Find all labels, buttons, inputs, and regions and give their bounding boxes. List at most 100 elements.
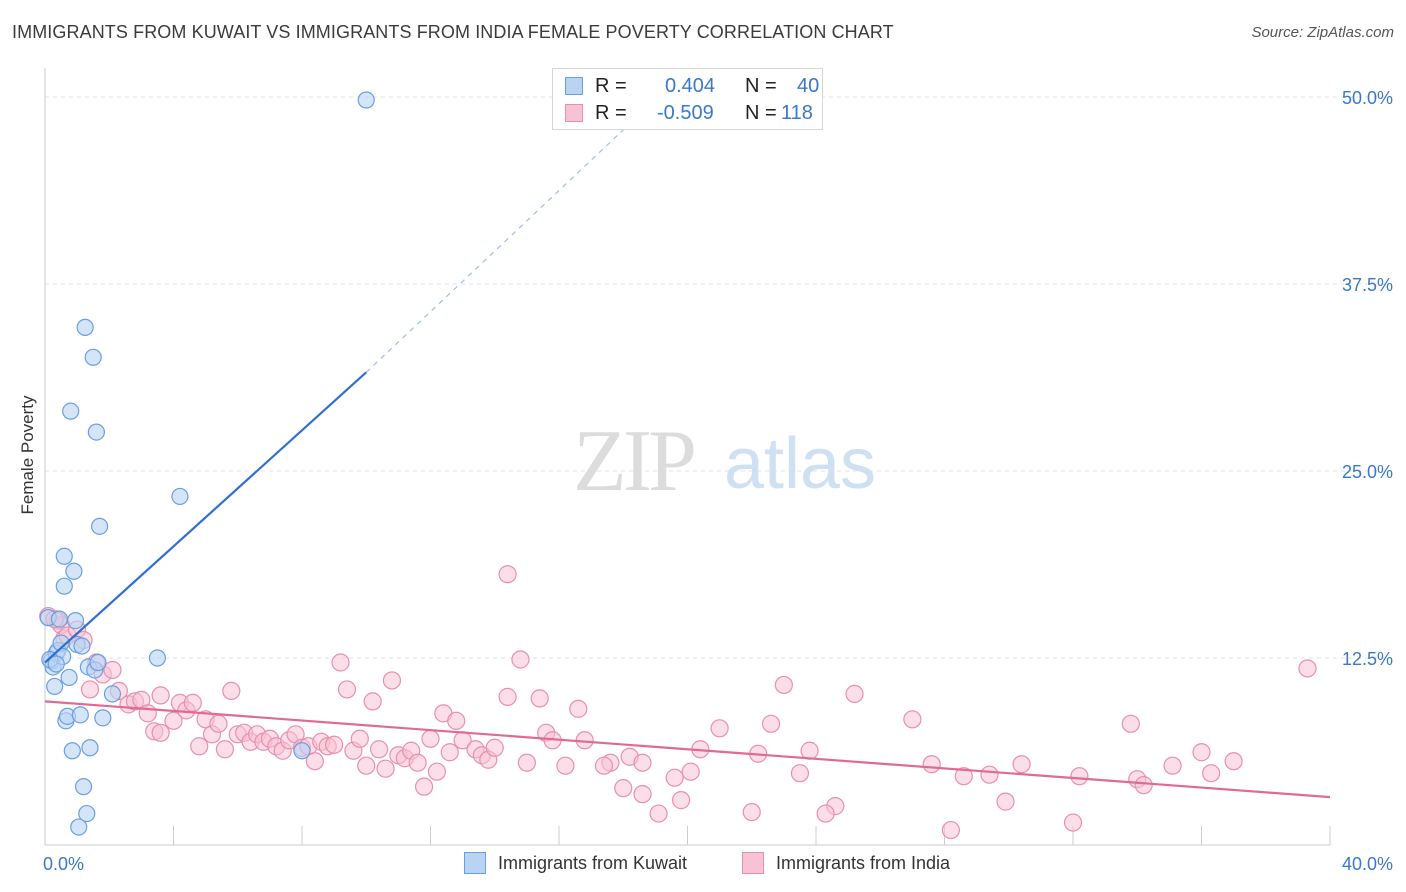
kuwait-point <box>293 742 311 760</box>
india-point <box>1224 752 1243 771</box>
watermark-zip: ZIP <box>573 413 694 510</box>
india-point <box>183 693 202 712</box>
kuwait-point <box>84 348 102 366</box>
kuwait-point <box>46 677 64 696</box>
kuwait-point <box>65 562 83 580</box>
legend-india-label: Immigrants from India <box>776 853 951 873</box>
watermark: ZIP atlas <box>573 413 876 510</box>
kuwait-point <box>148 649 167 667</box>
india-point <box>427 762 447 781</box>
source-label: Source: ZipAtlas.com <box>1251 24 1394 41</box>
india-point <box>671 791 691 810</box>
india-point <box>530 689 549 708</box>
india-point <box>151 723 170 742</box>
india-point <box>1070 767 1089 786</box>
india-point <box>370 740 389 759</box>
india-point <box>511 650 530 669</box>
india-point <box>633 753 652 772</box>
legend-kuwait-label: Immigrants from Kuwait <box>498 853 688 873</box>
kuwait-point <box>55 577 73 595</box>
kuwait-point <box>71 706 89 724</box>
india-point <box>305 752 324 771</box>
kuwait-n-value: 40 <box>797 75 820 97</box>
kuwait-trendline <box>44 371 367 664</box>
india-point <box>337 680 357 699</box>
india-point <box>774 675 793 695</box>
india-point <box>485 738 504 757</box>
india-point <box>222 681 241 701</box>
kuwait-trendline-extension <box>365 129 624 373</box>
india-point <box>954 767 973 786</box>
india-point <box>1121 714 1140 733</box>
kuwait-n-label: N = <box>745 75 777 97</box>
kuwait-point <box>66 611 85 630</box>
india-point <box>151 686 170 705</box>
india-swatch <box>565 104 583 122</box>
watermark-atlas: atlas <box>724 424 876 504</box>
kuwait-point <box>74 778 93 796</box>
india-point <box>980 765 999 784</box>
india-point <box>742 802 761 822</box>
india-point <box>363 692 382 711</box>
y-tick-label-2: 37.5% <box>1342 275 1393 295</box>
kuwait-point <box>103 685 122 703</box>
india-point <box>710 719 729 738</box>
kuwait-point <box>50 610 69 628</box>
india-point <box>138 704 157 723</box>
india-point <box>922 755 941 774</box>
kuwait-point <box>47 655 65 673</box>
india-point <box>816 804 835 823</box>
y-tick-label-0: 12.5% <box>1342 649 1393 669</box>
india-point <box>800 741 819 760</box>
india-point <box>447 711 466 730</box>
india-point <box>1134 776 1153 795</box>
india-point <box>941 820 961 840</box>
stats-box: R = 0.404 N = 40 R = -0.509 N = 118 <box>552 68 823 130</box>
india-point <box>215 740 234 759</box>
india-point <box>209 714 228 733</box>
india-point <box>190 737 209 756</box>
india-point <box>903 710 922 729</box>
kuwait-point <box>63 742 81 760</box>
y-tick-label-3: 50.0% <box>1342 88 1393 108</box>
kuwait-point <box>94 709 112 727</box>
india-point <box>331 653 350 672</box>
x-tick-label-0: 0.0% <box>43 854 84 874</box>
india-point <box>1012 755 1031 774</box>
legend-kuwait-swatch <box>464 852 486 874</box>
india-point <box>996 792 1015 811</box>
kuwait-point <box>78 804 96 823</box>
india-trendline <box>44 700 1331 799</box>
india-point <box>569 699 588 718</box>
india-point <box>1163 756 1182 775</box>
india-r-value: -0.509 <box>657 102 714 124</box>
india-point <box>382 671 402 690</box>
india-point <box>164 711 183 730</box>
kuwait-point <box>91 517 109 535</box>
india-point <box>594 756 614 775</box>
kuwait-point <box>76 318 94 336</box>
india-point <box>408 753 427 772</box>
chart-title: IMMIGRANTS FROM KUWAIT VS IMMIGRANTS FRO… <box>12 22 894 42</box>
india-point <box>556 756 575 775</box>
india-r-label: R = <box>595 102 627 124</box>
kuwait-point <box>87 423 106 441</box>
india-point <box>1063 813 1083 832</box>
india-point <box>325 735 344 754</box>
india-point <box>103 660 122 680</box>
tick-labels: 12.5% 25.0% 37.5% 50.0% 0.0% 40.0% <box>43 88 1393 874</box>
kuwait-r-label: R = <box>595 75 627 97</box>
india-point <box>1202 764 1221 783</box>
india-point <box>614 779 633 798</box>
trendlines <box>44 129 1331 799</box>
india-point <box>665 768 684 787</box>
kuwait-point <box>73 637 91 655</box>
india-point <box>517 753 536 772</box>
kuwait-point <box>70 818 88 836</box>
india-point <box>761 714 781 733</box>
legend-india-swatch <box>742 852 764 874</box>
india-n-value: 118 <box>781 102 813 124</box>
kuwait-point <box>55 547 73 565</box>
kuwait-r-value: 0.404 <box>665 75 716 97</box>
kuwait-point <box>62 402 80 420</box>
